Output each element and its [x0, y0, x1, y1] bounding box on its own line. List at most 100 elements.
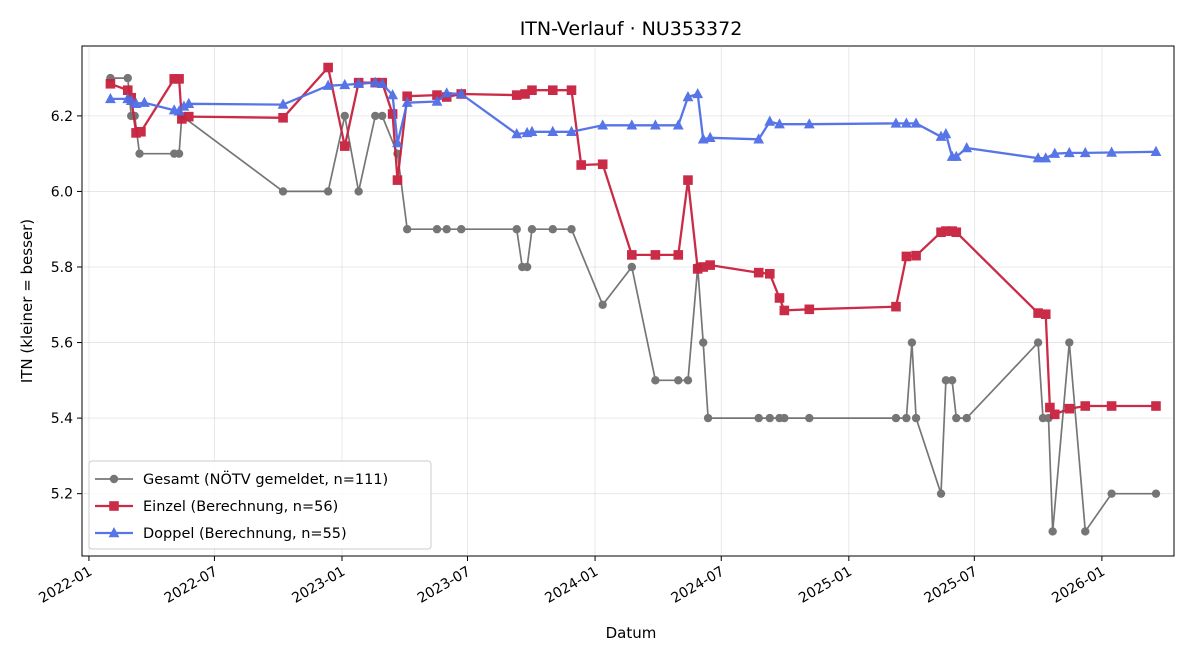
data-point [951, 227, 962, 238]
data-point [764, 269, 775, 279]
data-point [902, 413, 911, 423]
data-point [1151, 489, 1161, 498]
data-point [961, 142, 973, 153]
chart-title: ITN-Verlauf · NU353372 [520, 18, 743, 40]
data-point [779, 305, 790, 316]
data-point [547, 125, 559, 136]
data-point [177, 114, 187, 124]
data-point [627, 250, 637, 260]
data-point [183, 111, 194, 122]
data-point [1065, 338, 1074, 347]
data-point [911, 250, 921, 261]
data-point [1033, 308, 1043, 318]
data-point [392, 175, 403, 185]
x-tick-label: 2023-01 [289, 564, 348, 607]
data-point [703, 413, 713, 423]
legend-marker [109, 501, 119, 511]
data-point [950, 150, 962, 161]
data-point [1032, 152, 1044, 163]
data-point [803, 118, 815, 129]
plot-area [81, 45, 1175, 557]
legend-marker [108, 527, 120, 538]
data-point [683, 376, 693, 385]
data-point [135, 149, 144, 158]
data-point [704, 131, 716, 142]
series-layer [105, 62, 1162, 536]
data-point [174, 149, 184, 158]
data-point [432, 90, 442, 100]
data-point [353, 77, 365, 88]
data-point [183, 97, 195, 108]
data-point [455, 87, 467, 99]
data-point [764, 115, 776, 126]
data-point [401, 96, 413, 107]
data-point [323, 62, 333, 73]
data-point [278, 187, 288, 196]
data-point [527, 225, 537, 234]
data-point [650, 250, 661, 260]
data-point [940, 128, 952, 139]
data-point [431, 95, 443, 106]
x-tick-label: 2022-01 [36, 564, 95, 607]
data-point [891, 301, 901, 312]
x-tick-label: 2023-07 [415, 564, 474, 607]
y-tick-label: 6.2 [51, 109, 73, 125]
data-point [890, 117, 902, 128]
data-point [131, 128, 141, 138]
legend-label: Doppel (Berechnung, n=55) [143, 526, 347, 542]
data-point [1080, 401, 1091, 411]
legend-marker [109, 474, 119, 484]
data-point [804, 304, 815, 315]
data-point [805, 413, 814, 423]
data-point [936, 227, 946, 238]
data-point [597, 119, 609, 130]
data-point [174, 74, 184, 84]
data-point [378, 111, 387, 121]
data-point [1150, 145, 1162, 156]
data-point [432, 225, 442, 234]
data-point [402, 225, 412, 234]
series-square [105, 62, 1161, 420]
data-point [105, 92, 116, 104]
data-point [512, 225, 521, 234]
data-point [376, 77, 388, 88]
data-point [952, 413, 961, 423]
data-point [1151, 401, 1161, 411]
data-point [598, 300, 607, 309]
data-point [649, 119, 661, 130]
data-point [765, 413, 774, 423]
data-point [911, 413, 921, 423]
data-point [526, 125, 538, 136]
data-point [891, 413, 901, 423]
data-point [698, 262, 709, 272]
x-axis-label: Datum [606, 624, 657, 642]
data-point [339, 78, 351, 90]
x-tick-label: 2025-01 [796, 564, 855, 607]
data-point [511, 128, 523, 139]
data-point [910, 117, 922, 128]
data-point [627, 262, 637, 272]
data-point [941, 226, 951, 236]
legend-entry [95, 474, 133, 484]
data-point [122, 85, 133, 95]
data-point [754, 413, 763, 423]
data-point [1106, 146, 1117, 157]
data-point [105, 78, 116, 89]
data-point [683, 175, 693, 185]
data-point [277, 98, 289, 109]
series-line [110, 81, 1157, 160]
data-point [354, 187, 363, 196]
data-point [1040, 309, 1051, 320]
data-point [1106, 401, 1117, 411]
data-point [1081, 527, 1090, 536]
data-point [935, 130, 947, 141]
data-point [901, 251, 912, 262]
series-triangle [105, 76, 1162, 163]
data-point [548, 225, 557, 234]
legend: Gesamt (NÖTV gemeldet, n=111) Einzel (Ber… [88, 460, 432, 550]
data-point [780, 413, 789, 423]
data-point [457, 225, 466, 234]
y-tick-label: 5.6 [51, 336, 73, 352]
data-point [392, 137, 403, 148]
